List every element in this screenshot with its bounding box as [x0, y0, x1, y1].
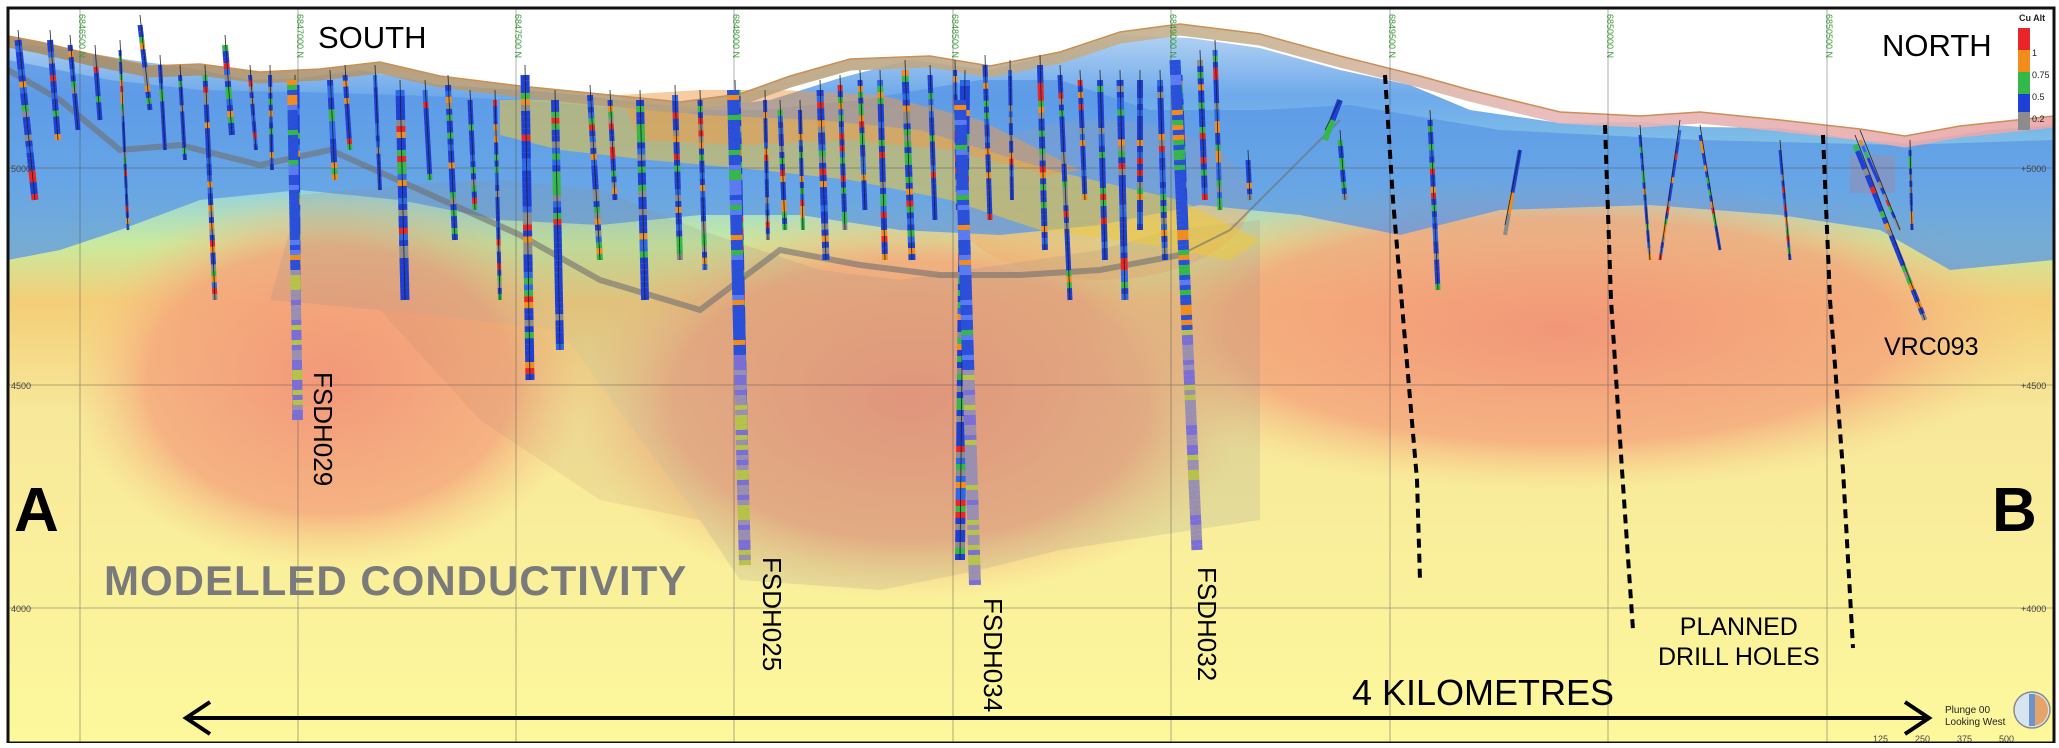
hole-label-fsdh025: FSDH025: [756, 557, 787, 671]
elevation-right-4500: +4500: [2021, 381, 2046, 391]
elevation-left-5000: 5000: [11, 164, 31, 174]
view-compass: [2014, 692, 2050, 728]
hole-label-fsdh034: FSDH034: [977, 598, 1008, 712]
hole-label-fsdh032: FSDH032: [1191, 567, 1222, 681]
drill-hole-segment: [70, 45, 71, 51]
modelled-conductivity-label: MODELLED CONDUCTIVITY: [104, 557, 687, 605]
northing-8: 6850500 N: [1824, 14, 1834, 58]
drill-hole-segment: [1679, 130, 1680, 136]
south-label: SOUTH: [318, 20, 427, 56]
drill-hole-segment: [1676, 148, 1677, 154]
drill-hole-segment: [1879, 205, 1881, 211]
drill-hole-segment: [141, 31, 142, 37]
drill-hole-segment: [1855, 145, 1857, 151]
legend-swatch: [2018, 72, 2030, 94]
drill-hole-segment: [1867, 175, 1869, 181]
drill-hole-segment: [1860, 157, 1862, 163]
drill-hole-segment: [1675, 160, 1676, 166]
legend-swatch: [2018, 50, 2030, 72]
legend-title: Cu Alt: [2019, 13, 2045, 23]
drill-hole-segment: [1700, 135, 1701, 141]
legend-value-0-5: 0.5: [2032, 92, 2045, 102]
legend-value-1: 1: [2032, 48, 2037, 58]
drill-hole-segment: [1865, 169, 1867, 175]
northing-2: 6847500 N: [513, 14, 523, 58]
northing-3: 6848000 N: [731, 14, 741, 58]
drill-hole-segment: [1874, 193, 1876, 199]
northing-5: 6849000 N: [1168, 14, 1178, 58]
hole-label-fsdh029: FSDH029: [307, 372, 338, 486]
drill-hole-segment: [140, 25, 141, 31]
planned-drill-holes-label: PLANNED DRILL HOLES: [1658, 612, 1820, 672]
drill-hole-segment: [1862, 163, 1864, 169]
legend-value-0-2: 0.2: [2032, 114, 2045, 124]
drill-hole-segment: [1877, 199, 1879, 205]
drill-hole-segment: [1703, 153, 1704, 159]
north-label: NORTH: [1882, 28, 1992, 64]
elevation-right-5000: +5000: [2021, 164, 2046, 174]
drill-hole-segment: [1780, 150, 1781, 156]
hole-label-vrc093: VRC093: [1884, 333, 1979, 362]
drill-hole-segment: [1702, 147, 1703, 153]
drill-hole-segment: [1678, 136, 1679, 142]
section-end-label: B: [1992, 475, 2037, 546]
drill-hole-segment: [1872, 187, 1874, 193]
northing-0: 6846500 N: [77, 14, 87, 58]
legend-value-0-75: 0.75: [2032, 70, 2050, 80]
drill-hole-segment: [1857, 151, 1859, 157]
northing-4: 6848500 N: [950, 14, 960, 58]
northing-7: 6850000 N: [1605, 14, 1615, 58]
drill-hole-segment: [19, 46, 20, 52]
drill-hole-segment: [1325, 130, 1329, 140]
drill-hole-segment: [21, 64, 22, 70]
drill-hole-segment: [19, 52, 20, 58]
drill-hole-segment: [1675, 154, 1676, 160]
northing-6: 6849500 N: [1387, 14, 1397, 58]
drill-hole-segment: [1884, 217, 1886, 223]
distance-label: 4 KILOMETRES: [1352, 672, 1614, 714]
elevation-left-4000: 4000: [11, 604, 31, 614]
northing-1: 6847000 N: [295, 14, 305, 58]
elevation-left-4500: 4500: [11, 381, 31, 391]
drill-hole-segment: [1869, 181, 1871, 187]
elevation-right-4000: +4000: [2021, 604, 2046, 614]
legend-swatch: [2018, 94, 2030, 112]
drill-hole-segment: [1882, 211, 1884, 217]
drill-hole-segment: [1701, 141, 1702, 147]
legend-swatch: [2018, 28, 2030, 50]
drill-hole-segment: [20, 58, 21, 64]
plunge-label: Plunge 00 Looking West: [1945, 705, 2005, 729]
drill-hole-segment: [1677, 142, 1678, 148]
drill-hole-segment: [1705, 165, 1706, 171]
legend-swatch: [2018, 112, 2030, 130]
section-start-label: A: [14, 475, 59, 546]
cu-alt-legend-bar: [2018, 28, 2030, 130]
drill-hole-segment: [18, 40, 19, 46]
drill-hole-segment: [1704, 159, 1705, 165]
